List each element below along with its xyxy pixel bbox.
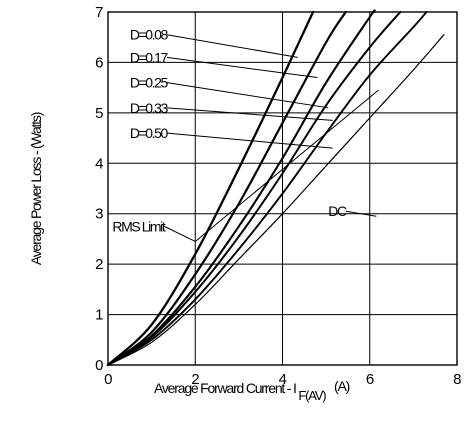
annotation-leader-1 (166, 56, 318, 79)
x-axis-title-unit: (A) (334, 378, 350, 394)
x-tick-label-4: 8 (453, 371, 461, 388)
plot-frame (107, 11, 458, 366)
series-line-d-0-25 (106, 9, 376, 367)
annotation-label-d-0-08: D=0.08 (130, 27, 169, 43)
tick-labels: 0 2 4 6 8 0 1 2 3 4 5 6 7 (95, 4, 461, 388)
annotation-label-dc: DC (328, 203, 347, 219)
rms-limit-line (194, 89, 379, 242)
annotation-leader-4 (166, 132, 333, 149)
series-line-d-0-08 (106, 10, 315, 367)
y-tick-label-0: 0 (95, 357, 103, 374)
y-tick-label-1: 1 (95, 307, 103, 324)
annotation-leader-6 (164, 225, 196, 242)
x-tick-label-0: 0 (104, 371, 112, 388)
annotation-label-d-0-33: D=0.33 (130, 100, 169, 116)
curves (106, 9, 445, 367)
y-tick-label-7: 7 (95, 4, 103, 21)
annotations: D=0.08 D=0.17 D=0.25 D=0.33 D=0.50 DC RMS Limi… (112, 27, 377, 242)
x-axis-title: Average Forward Current - I F(AV) (A) (154, 378, 350, 403)
annotation-leader-0 (166, 34, 298, 58)
grid (107, 11, 458, 366)
annotation-leader-5 (345, 210, 377, 217)
y-tick-label-2: 2 (95, 256, 103, 273)
annotation-leader-2 (166, 82, 329, 109)
x-axis-title-main: Average Forward Current - I (154, 380, 296, 396)
y-tick-label-4: 4 (95, 155, 103, 172)
series-line-dc (107, 34, 445, 366)
annotation-label-d-0-17: D=0.17 (130, 49, 169, 65)
series-line-d-0-33 (107, 11, 402, 366)
annotation-leader-3 (166, 107, 333, 121)
annotation-label-d-0-50: D=0.50 (130, 125, 169, 141)
x-tick-label-1: 2 (191, 371, 199, 388)
y-tick-label-5: 5 (95, 105, 103, 122)
x-tick-label-2: 4 (279, 371, 287, 388)
x-tick-label-3: 6 (366, 371, 374, 388)
y-tick-label-3: 3 (95, 206, 103, 223)
series-line-d-0-17 (106, 10, 347, 367)
x-axis-title-subscript: F(AV) (298, 388, 326, 403)
annotation-label-d-0-25: D=0.25 (130, 75, 169, 91)
y-axis-title: Average Power Loss - (Watts) (28, 112, 44, 265)
annotation-label-rms-limit: RMS Limit (112, 218, 165, 234)
y-tick-label-6: 6 (95, 54, 103, 71)
series-line-d-0-50 (107, 11, 428, 366)
